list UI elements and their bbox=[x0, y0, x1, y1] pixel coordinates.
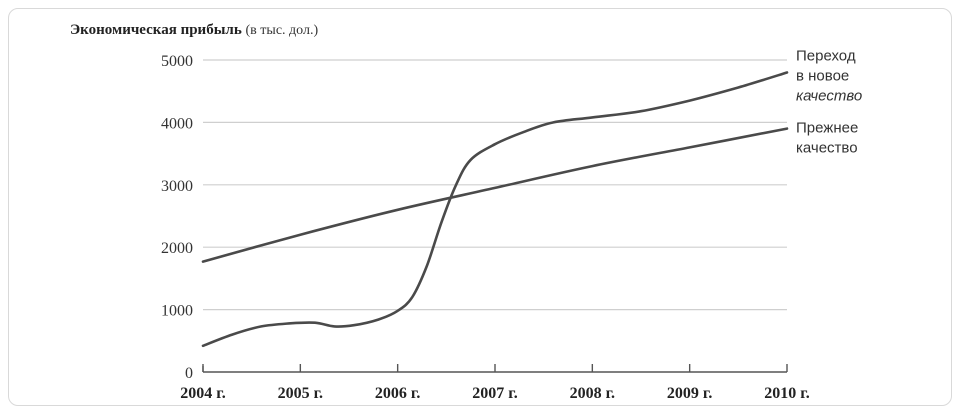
axes bbox=[202, 364, 788, 373]
series-layer bbox=[201, 71, 789, 348]
labels: 0 1000 2000 3000 4000 5000 2004 г. 2005 г. 2006 … bbox=[161, 47, 862, 402]
x-tick-label: 2007 г. bbox=[472, 385, 517, 402]
x-tick-label: 2009 г. bbox=[667, 385, 712, 402]
x-tick-label: 2004 г. bbox=[180, 385, 225, 402]
y-tick-label: 4000 bbox=[161, 115, 193, 132]
x-tick-label: 2010 г. bbox=[764, 385, 809, 402]
series-label: Переход bbox=[796, 47, 856, 64]
series-label: Прежнее bbox=[796, 120, 858, 137]
x-tick-label: 2008 г. bbox=[570, 385, 615, 402]
y-tick-label: 3000 bbox=[161, 178, 193, 195]
y-tick-label: 0 bbox=[185, 365, 193, 382]
chart-title-unit: (в тыс. дол.) bbox=[245, 23, 319, 38]
x-tick-label: 2006 г. bbox=[375, 385, 420, 402]
series-line-1 bbox=[201, 127, 789, 263]
grid-lines bbox=[203, 59, 787, 311]
y-tick-label: 5000 bbox=[161, 53, 193, 70]
series-label: качество bbox=[796, 140, 858, 157]
y-tick-label: 1000 bbox=[161, 303, 193, 320]
chart-frame bbox=[8, 8, 952, 406]
series-label: в новое bbox=[796, 67, 849, 84]
y-tick-label: 2000 bbox=[161, 240, 193, 257]
chart-title: Экономическая прибыль (в тыс. дол.) bbox=[70, 22, 318, 39]
series-label: качество bbox=[796, 87, 862, 104]
x-tick-label: 2005 г. bbox=[278, 385, 323, 402]
series-line-0 bbox=[201, 71, 789, 348]
chart-title-main: Экономическая прибыль bbox=[70, 22, 242, 38]
